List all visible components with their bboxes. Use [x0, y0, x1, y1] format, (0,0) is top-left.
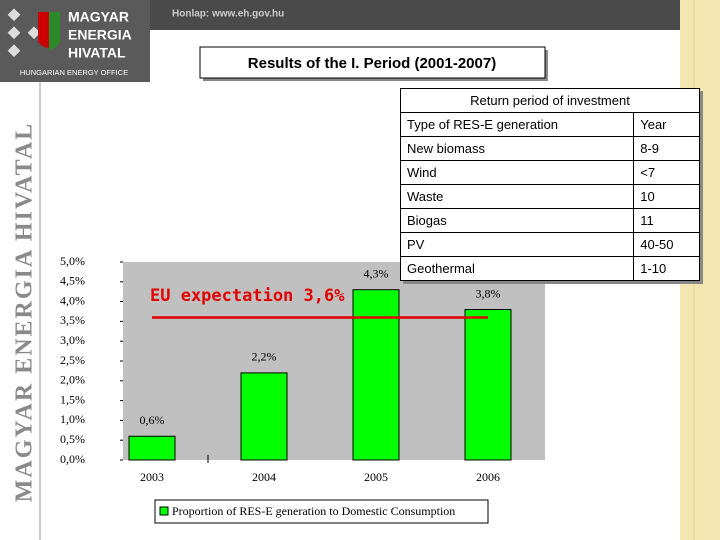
y-tick-label: 1,0%	[60, 412, 85, 426]
table-cell: 1-10	[633, 256, 700, 281]
table-cell: New biomass	[400, 136, 634, 161]
table-row: Geothermal 1-10	[400, 256, 700, 281]
y-tick-label: 5,0%	[60, 254, 85, 268]
y-tick-label: 1,5%	[60, 392, 85, 406]
table-cell: 11	[633, 208, 700, 233]
logo-text: HIVATAL	[68, 45, 126, 61]
value-label: 2,2%	[252, 350, 277, 364]
x-tick-label: 2005	[364, 470, 388, 484]
side-text: MAGYAR ENERGIA HIVATAL	[12, 122, 38, 503]
legend-swatch	[159, 506, 169, 516]
table-cell: Waste	[400, 184, 634, 209]
y-tick-label: 4,5%	[60, 274, 85, 288]
table-cell: PV	[400, 232, 634, 257]
table-cell: 40-50	[633, 232, 700, 257]
table-cell: <7	[633, 160, 700, 185]
legend-label: Proportion of RES-E generation to Domest…	[172, 504, 455, 518]
logo-box	[0, 0, 150, 82]
url: Honlap: www.eh.gov.hu	[172, 9, 284, 20]
table-cell: Type of RES-E generation	[400, 112, 634, 137]
table-row: New biomass 8-9	[400, 136, 700, 161]
value-label: 0,6%	[140, 413, 165, 427]
y-tick-label: 2,5%	[60, 353, 85, 367]
x-tick-label: 2003	[140, 470, 164, 484]
y-tick-label: 3,5%	[60, 313, 85, 327]
table-cell: 8-9	[633, 136, 700, 161]
table: Return period of investment Type of RES-…	[400, 88, 700, 281]
logo-subtitle: HUNGARIAN ENERGY OFFICE	[20, 68, 128, 77]
value-label: 3,8%	[476, 286, 501, 300]
slide-title: Results of the I. Period (2001-2007)	[248, 55, 496, 72]
legend-box	[154, 499, 489, 524]
y-tick-label: 3,0%	[60, 333, 85, 347]
bar	[352, 289, 400, 461]
bar	[464, 309, 512, 461]
x-tick-label: 2004	[252, 470, 276, 484]
table-row: PV 40-50	[400, 232, 700, 257]
table-row: Waste 10	[400, 184, 700, 209]
header-bar	[150, 0, 680, 30]
table-cell: 10	[633, 184, 700, 209]
table-cell: Year	[633, 112, 700, 137]
table-title: Return period of investment	[400, 88, 700, 113]
table-cell: Wind	[400, 160, 634, 185]
bar	[128, 435, 176, 461]
value-label: 4,3%	[364, 266, 389, 280]
table-row: Wind <7	[400, 160, 700, 185]
table-cell: Biogas	[400, 208, 634, 233]
logo-text: MAGYAR	[68, 9, 129, 25]
title-box	[199, 46, 546, 79]
table-row: Biogas 11	[400, 208, 700, 233]
y-tick-label: 0,0%	[60, 452, 85, 466]
annotation: EU expectation 3,6%	[150, 286, 345, 306]
table-cell: Geothermal	[400, 256, 634, 281]
logo-text: ENERGIA	[68, 27, 132, 43]
logo-icons	[7, 8, 60, 58]
x-tick-label: 2006	[476, 470, 500, 484]
bar	[240, 372, 288, 461]
y-tick-label: 2,0%	[60, 373, 85, 387]
y-tick-label: 0,5%	[60, 432, 85, 446]
y-tick-label: 4,0%	[60, 293, 85, 307]
table-row: Type of RES-E generation Year	[400, 112, 700, 137]
